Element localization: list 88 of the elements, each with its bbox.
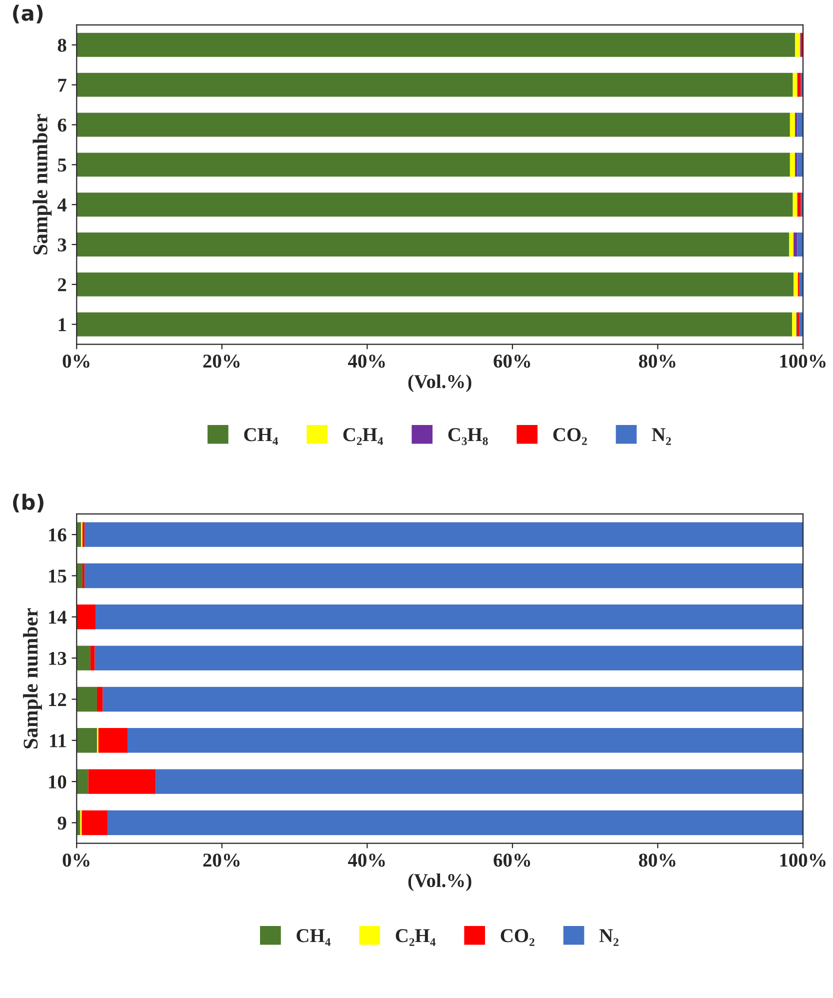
chart-title: (b)	[13, 494, 44, 512]
legend-label: CH₄	[296, 929, 331, 946]
bar	[76, 152, 790, 177]
x-tick-label: 20%	[203, 354, 240, 368]
bar	[96, 604, 804, 630]
x-tick-label: 40%	[348, 354, 385, 368]
x-tick-label: 100%	[780, 854, 826, 867]
y-tick-label: 14	[49, 610, 67, 624]
x-tick-label: 60%	[494, 354, 530, 368]
y-tick-label: 7	[58, 78, 66, 92]
bar	[792, 192, 798, 217]
legend-label: N₂	[652, 428, 671, 445]
bar	[82, 563, 85, 588]
x-axis-title: (Vol.%)	[408, 374, 472, 392]
y-tick-label: 15	[49, 570, 66, 583]
bar	[94, 646, 804, 670]
bar	[794, 272, 798, 296]
legend-label: CH₄	[244, 428, 278, 445]
y-axis-title: Sample number	[23, 608, 42, 748]
bar	[76, 272, 794, 296]
bar	[76, 646, 90, 670]
x-axis-title: (Vol.%)	[408, 873, 472, 892]
chart-title: (a)	[13, 4, 43, 24]
bar	[76, 769, 88, 794]
bar	[789, 232, 794, 256]
y-tick-label: 3	[58, 238, 66, 252]
bar	[84, 522, 804, 547]
bar	[76, 604, 96, 630]
y-tick-label: 12	[49, 693, 66, 706]
bar	[84, 563, 804, 588]
x-tick-label: 80%	[638, 354, 676, 368]
bar	[90, 646, 95, 670]
bar	[76, 72, 793, 97]
legend-label: CO₂	[553, 428, 587, 445]
bar	[127, 728, 804, 753]
bar	[797, 232, 804, 256]
bar	[795, 32, 800, 57]
bar	[156, 769, 804, 794]
bar	[798, 72, 801, 97]
y-tick-label: 2	[58, 278, 66, 292]
bar	[98, 728, 128, 753]
bar	[108, 810, 804, 836]
legend-label: C₃H₈	[448, 428, 488, 446]
y-axis-title: Sample number	[32, 114, 52, 254]
y-tick-label: 10	[49, 775, 66, 788]
bar	[76, 112, 790, 137]
x-tick-label: 0%	[62, 354, 90, 368]
bar	[792, 312, 796, 336]
x-tick-label: 80%	[638, 854, 676, 867]
x-tick-label: 0%	[62, 854, 90, 867]
y-tick-label: 11	[50, 734, 66, 748]
y-tick-label: 4	[57, 198, 67, 212]
bar	[797, 152, 804, 177]
bar	[792, 72, 798, 97]
bar	[790, 152, 796, 177]
x-tick-label: 20%	[203, 854, 240, 867]
bar	[82, 810, 108, 836]
bar	[88, 769, 156, 794]
bar	[798, 192, 801, 217]
y-tick-label: 13	[49, 652, 66, 665]
bar	[76, 232, 790, 256]
y-tick-label: 16	[49, 528, 66, 542]
y-tick-label: 8	[58, 38, 66, 52]
bar	[96, 686, 103, 712]
bar	[76, 192, 793, 217]
x-tick-label: 40%	[348, 854, 385, 867]
legend-label: N₂	[599, 929, 618, 946]
bar	[76, 810, 80, 836]
bar	[794, 232, 798, 256]
bar	[76, 522, 81, 547]
legend-label: CO₂	[500, 929, 534, 946]
y-tick-label: 1	[58, 318, 66, 332]
y-tick-label: 5	[58, 158, 66, 172]
bar	[76, 32, 796, 57]
legend-label: C₂H₄	[343, 428, 384, 445]
legend-label: C₂H₄	[396, 929, 436, 946]
bar	[76, 686, 97, 712]
bar	[76, 563, 82, 588]
bar	[82, 522, 85, 547]
y-tick-label: 6	[58, 118, 66, 132]
x-tick-label: 100%	[780, 354, 826, 368]
bar	[102, 686, 804, 712]
bar	[790, 112, 796, 137]
y-tick-label: 9	[58, 816, 66, 830]
bar	[76, 312, 792, 336]
bar	[797, 112, 804, 137]
bar	[76, 728, 97, 753]
x-tick-label: 60%	[494, 854, 530, 867]
